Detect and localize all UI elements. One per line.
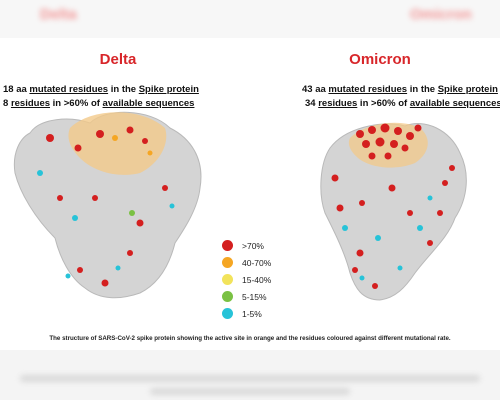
legend-item: 1-5% — [222, 306, 302, 321]
legend-item: 15-40% — [222, 272, 302, 287]
omicron-mutation-count: 43 aa mutated residues in the Spike prot… — [302, 84, 498, 95]
blurred-footer-line — [150, 388, 350, 395]
blurred-footer-line — [20, 375, 480, 382]
delta-low-residues — [37, 170, 175, 279]
legend-item: 5-15% — [222, 289, 302, 304]
legend-dot-cyan — [222, 308, 233, 319]
delta-title: Delta — [99, 51, 137, 68]
spike-structures — [13, 111, 467, 301]
delta-active-site — [68, 112, 167, 175]
legend-item: >70% — [222, 238, 302, 253]
legend-label: 40-70% — [242, 257, 272, 268]
mutation-rate-legend: >70% 40-70% 15-40% 5-15% 1-5% — [222, 238, 302, 323]
figure-caption: The structure of SARS-CoV-2 spike protei… — [49, 335, 451, 342]
legend-label: 5-15% — [242, 291, 267, 302]
delta-mid-residues — [112, 135, 153, 156]
delta-green-residues — [129, 210, 135, 216]
blurred-header-left: Delta — [40, 6, 77, 23]
delta-prevalent-residues: 8 residues in >60% of available sequence… — [3, 98, 195, 109]
legend-label: 15-40% — [242, 274, 272, 285]
omicron-high-residues — [331, 123, 455, 289]
legend-item: 40-70% — [222, 255, 302, 270]
delta-high-residues — [46, 126, 168, 287]
delta-mutation-count: 18 aa mutated residues in the Spike prot… — [3, 84, 199, 95]
omicron-title: Omicron — [349, 51, 411, 68]
omicron-prevalent-residues: 34 residues in >60% of available sequenc… — [305, 98, 500, 109]
delta-spike-structure — [13, 111, 202, 299]
omicron-spike-structure — [320, 122, 467, 301]
omicron-low-residues — [342, 195, 433, 281]
legend-label: 1-5% — [242, 308, 262, 319]
legend-dot-yellow — [222, 274, 233, 285]
legend-dot-orange — [222, 257, 233, 268]
omicron-protein-surface — [320, 123, 467, 301]
figure-panel: Delta Omicron 18 aa mutated residues in … — [0, 38, 500, 350]
blurred-header: Delta Omicron — [0, 0, 500, 38]
legend-dot-green — [222, 291, 233, 302]
legend-label: >70% — [242, 240, 264, 251]
blurred-header-right: Omicron — [410, 6, 472, 23]
legend-dot-red — [222, 240, 233, 251]
